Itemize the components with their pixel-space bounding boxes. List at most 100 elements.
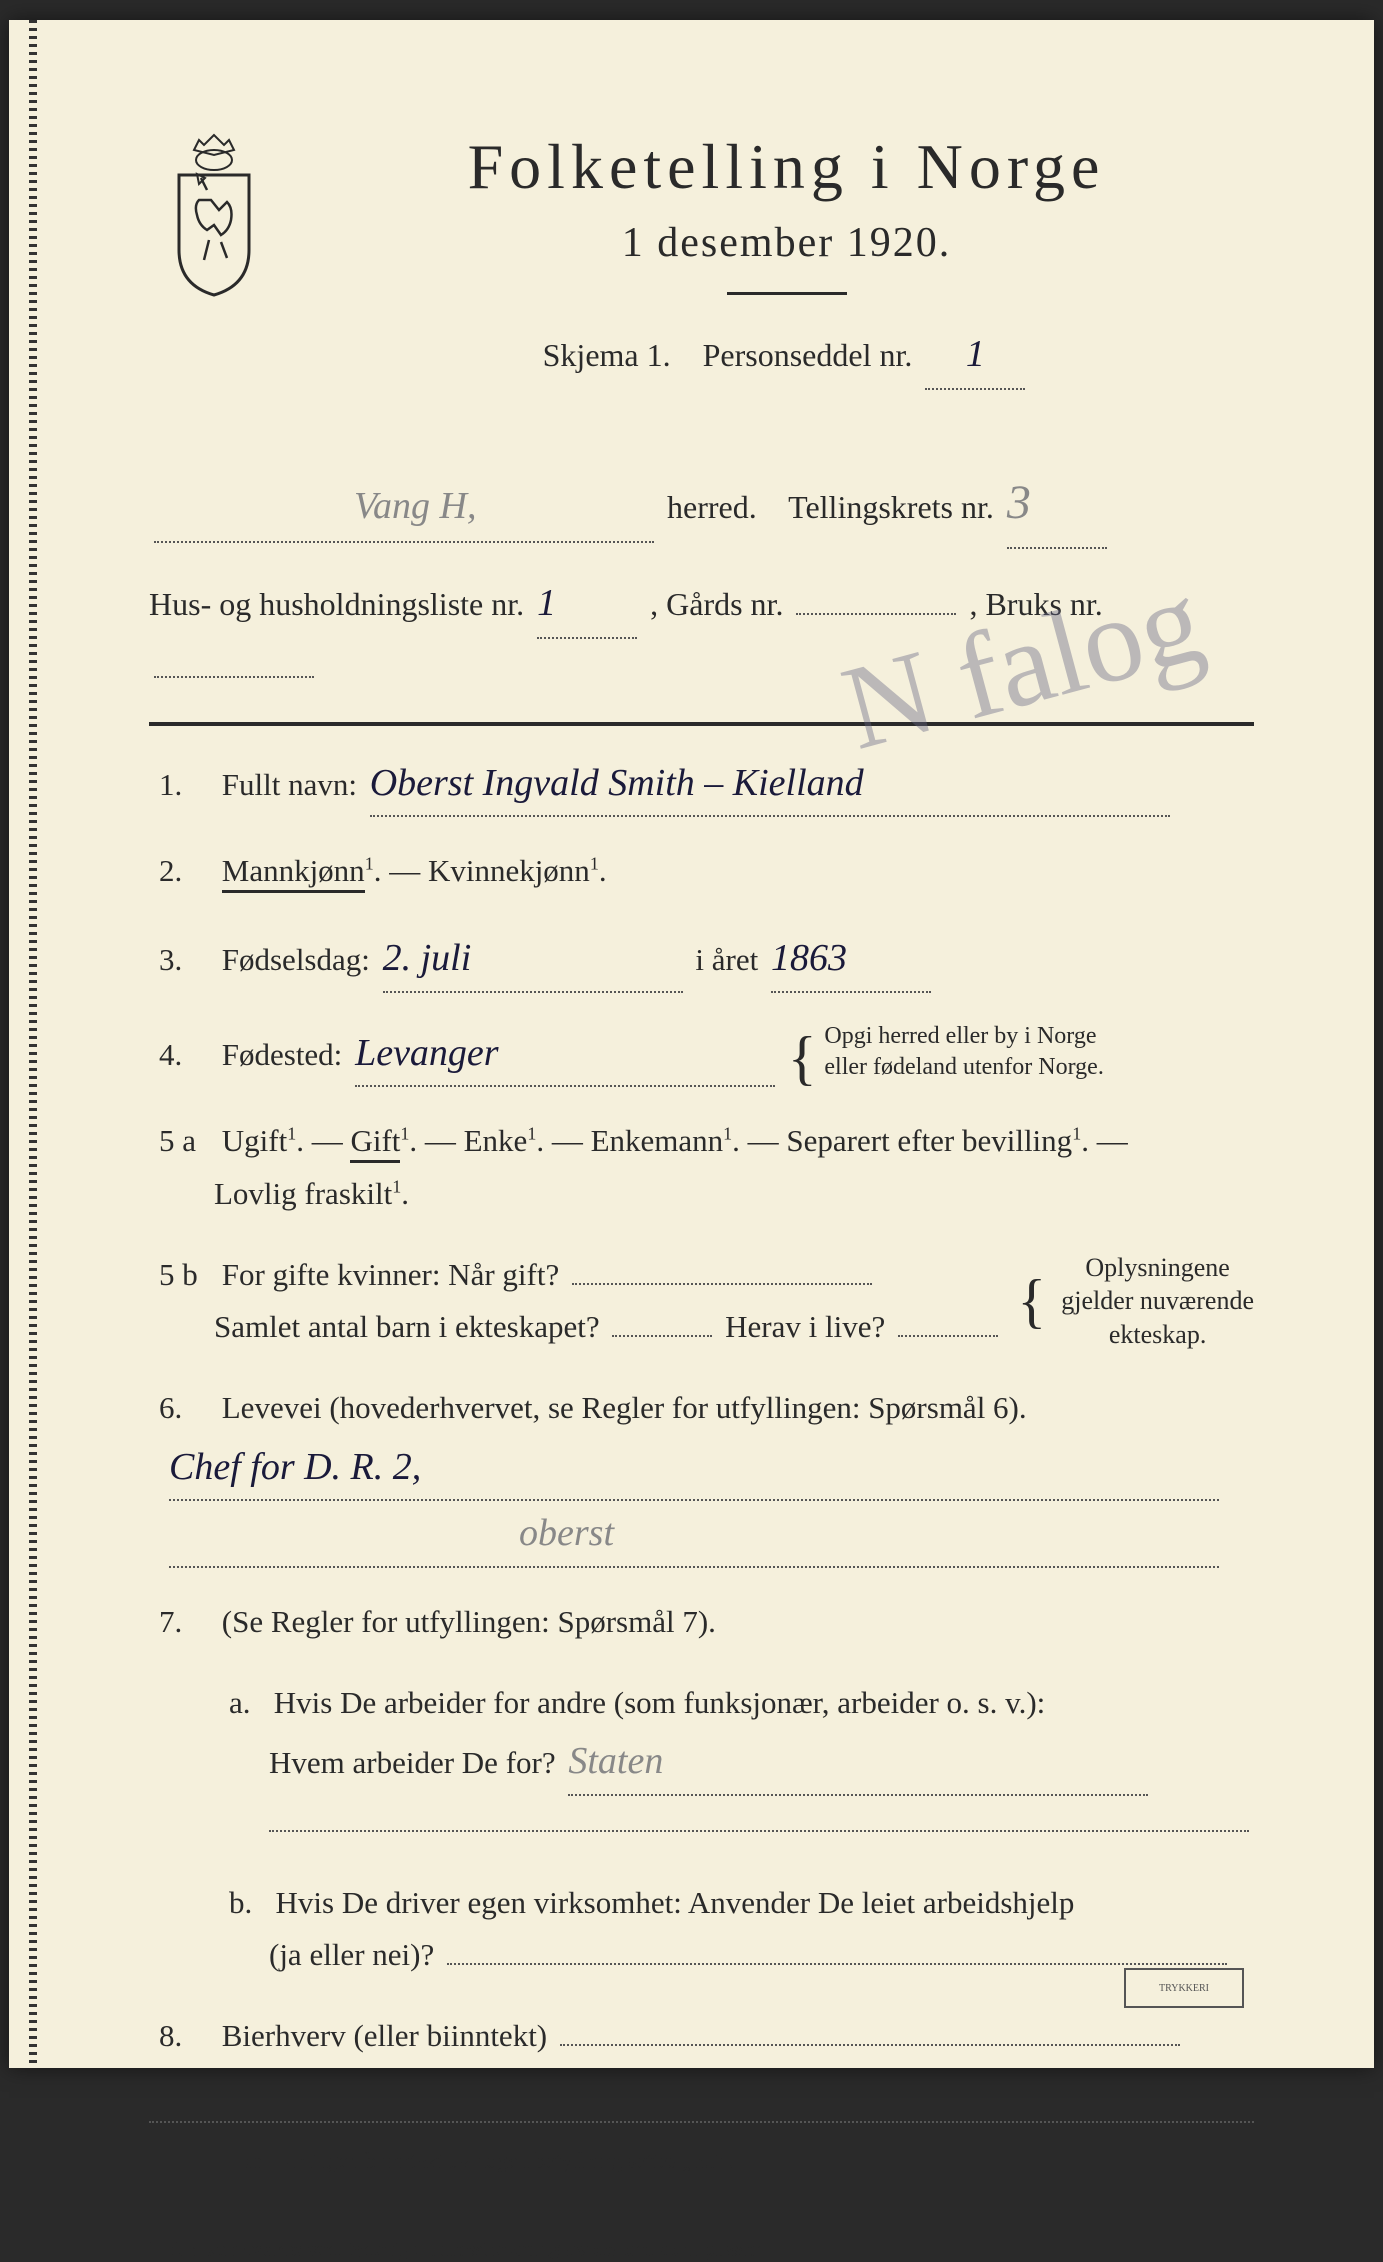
bruks-label: , Bruks nr. — [969, 586, 1102, 622]
q6-label: Levevei (hovederhvervet, se Regler for u… — [222, 1390, 1027, 1425]
q3-year-label: i året — [695, 942, 758, 977]
q7a-value: Staten — [568, 1740, 663, 1782]
footer-divider — [149, 2204, 1254, 2206]
q7-num: 7. — [159, 1596, 214, 1649]
question-8: 8. Bierhverv (eller biinntekt) — [149, 2010, 1254, 2063]
husliste-field: 1 — [537, 569, 637, 639]
husliste-value: 1 — [537, 569, 556, 637]
q7b-q: (ja eller nei)? — [269, 1937, 434, 1972]
q1-num: 1. — [159, 759, 214, 812]
question-7b: b. Hvis De driver egen virksomhet: Anven… — [149, 1877, 1254, 1982]
divider — [727, 292, 847, 295]
q7a-label: a. — [229, 1685, 251, 1720]
herred-line: Vang H, herred. Tellingskrets nr. 3 — [149, 460, 1254, 548]
census-form-page: Folketelling i Norge 1 desember 1920. Sk… — [9, 20, 1374, 2068]
q5b-field1 — [572, 1283, 872, 1285]
tellingskrets-label: Tellingskrets nr. — [788, 489, 994, 525]
q7b-field — [447, 1963, 1227, 1965]
tellingskrets-field: 3 — [1007, 460, 1107, 548]
q7-label: (Se Regler for utfyllingen: Spørsmål 7). — [222, 1604, 716, 1639]
q2-sep: — — [389, 853, 428, 888]
brace-icon: { — [788, 1034, 817, 1082]
q5b-field3 — [898, 1335, 998, 1337]
q5a-ugift: Ugift — [222, 1123, 287, 1158]
personseddel-label: Personseddel nr. — [703, 337, 913, 373]
q5a-gift: Gift — [350, 1123, 400, 1163]
question-4: 4. Fødested: Levanger { Opgi herred elle… — [149, 1021, 1254, 1088]
herred-field: Vang H, — [154, 472, 654, 542]
q4-note-1: Opgi herred eller by i Norge — [824, 1023, 1096, 1049]
skjema-line: Skjema 1. Personseddel nr. 1 — [319, 320, 1254, 390]
q2-female: Kvinnekjønn — [428, 853, 590, 888]
personseddel-value: 1 — [966, 320, 985, 388]
q5b-label1: For gifte kvinner: Når gift? — [222, 1257, 559, 1292]
q3-day-field: 2. juli — [383, 926, 683, 993]
question-1: 1. Fullt navn: Oberst Ingvald Smith – Ki… — [149, 751, 1254, 818]
section-divider — [149, 722, 1254, 726]
q1-field: Oberst Ingvald Smith – Kielland — [370, 751, 1170, 818]
title-block: Folketelling i Norge 1 desember 1920. Sk… — [319, 130, 1254, 410]
q2-male: Mannkjønn — [222, 853, 365, 893]
q6-value2: oberst — [519, 1512, 614, 1554]
q7a-text: Hvis De arbeider for andre (som funksjon… — [274, 1685, 1046, 1720]
q5b-label3: Herav i live? — [725, 1309, 885, 1344]
printer-stamp: TRYKKERI — [1124, 1968, 1244, 2008]
footnote-1: Har man ingen biinntekt av nogen betydni… — [149, 2148, 1254, 2174]
husliste-label: Hus- og husholdningsliste nr. — [149, 586, 524, 622]
q5a-enke: Enke — [464, 1123, 528, 1158]
q3-year-field: 1863 — [771, 926, 931, 993]
question-3: 3. Fødselsdag: 2. juli i året 1863 — [149, 926, 1254, 993]
brace-icon-2: { — [1017, 1277, 1046, 1325]
question-5b: 5 b For gifte kvinner: Når gift? Samlet … — [149, 1249, 1254, 1354]
herred-value: Vang H, — [354, 485, 476, 527]
q2-num: 2. — [159, 845, 214, 898]
q8-num: 8. — [159, 2010, 214, 2063]
q5a-separert: Separert efter bevilling — [786, 1123, 1072, 1158]
bruks-field — [154, 676, 314, 678]
header: Folketelling i Norge 1 desember 1920. Sk… — [149, 130, 1254, 410]
q6-field: Chef for D. R. 2, — [169, 1435, 1219, 1502]
q4-field: Levanger — [355, 1021, 775, 1088]
q5b-label2: Samlet antal barn i ekteskapet? — [214, 1309, 600, 1344]
q4-num: 4. — [159, 1029, 214, 1082]
q3-num: 3. — [159, 934, 214, 987]
q3-year-value: 1863 — [771, 926, 847, 991]
herred-label: herred. — [667, 489, 757, 525]
q5a-num: 5 a — [159, 1115, 214, 1168]
q7a-q: Hvem arbeider De for? — [269, 1745, 556, 1780]
q3-day-value: 2. juli — [383, 926, 472, 991]
norway-coat-of-arms — [149, 130, 279, 300]
footnote-2: ¹ Her kan svares ved tydelig understrekn… — [149, 2236, 1254, 2262]
q4-note-2: eller fødeland utenfor Norge. — [824, 1054, 1103, 1080]
q6-field2: oberst — [169, 1501, 1219, 1568]
q1-value: Oberst Ingvald Smith – Kielland — [370, 751, 864, 816]
q5b-note: Oplysningene gjelder nuværende ekteskap. — [1061, 1251, 1254, 1352]
q8-field — [560, 2044, 1180, 2046]
question-6: 6. Levevei (hovederhvervet, se Regler fo… — [149, 1382, 1254, 1568]
tellingskrets-value: 3 — [1007, 476, 1031, 529]
q7b-text: Hvis De driver egen virksomhet: Anvender… — [276, 1885, 1075, 1920]
personseddel-field: 1 — [925, 320, 1025, 390]
q1-label: Fullt navn: — [222, 767, 357, 802]
blank-line — [149, 2091, 1254, 2123]
q5b-note2: gjelder nuværende — [1061, 1286, 1254, 1315]
q7a-field2 — [269, 1830, 1249, 1832]
q5b-field2 — [612, 1335, 712, 1337]
q5b-note1: Oplysningene — [1085, 1253, 1229, 1282]
skjema-label: Skjema 1. — [543, 337, 671, 373]
q7b-label: b. — [229, 1885, 252, 1920]
q5a-enkemann: Enkemann — [591, 1123, 724, 1158]
question-7: 7. (Se Regler for utfyllingen: Spørsmål … — [149, 1596, 1254, 1649]
husliste-line: Hus- og husholdningsliste nr. 1 , Gårds … — [149, 569, 1254, 697]
question-2: 2. Mannkjønn1. — Kvinnekjønn1. — [149, 845, 1254, 898]
subtitle: 1 desember 1920. — [319, 219, 1254, 267]
q4-label: Fødested: — [222, 1037, 343, 1072]
question-7a: a. Hvis De arbeider for andre (som funks… — [149, 1677, 1254, 1849]
q6-num: 6. — [159, 1382, 214, 1435]
q3-label: Fødselsdag: — [222, 942, 370, 977]
q7a-field: Staten — [568, 1729, 1148, 1796]
q5b-note3: ekteskap. — [1109, 1320, 1206, 1349]
main-title: Folketelling i Norge — [319, 130, 1254, 204]
question-5a: 5 a Ugift1. — Gift1. — Enke1. — Enkemann… — [149, 1115, 1254, 1220]
q6-value: Chef for D. R. 2, — [169, 1435, 421, 1500]
